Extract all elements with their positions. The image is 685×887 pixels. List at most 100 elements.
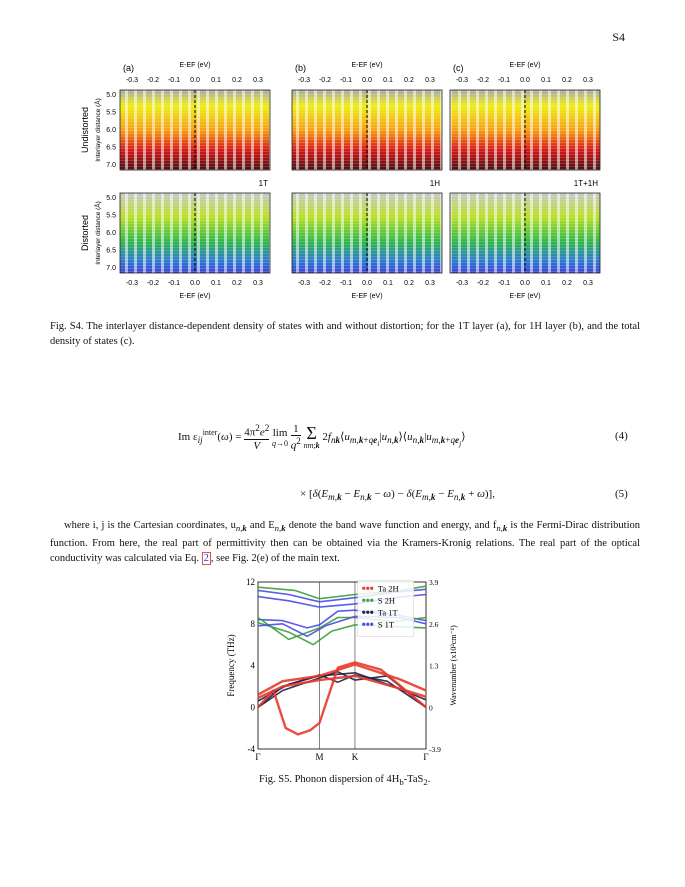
x-tick-label: 0.0 [362, 280, 372, 287]
y-tick-label: 5.5 [106, 110, 116, 117]
x-axis-label-top: E-EF (eV) [179, 62, 210, 69]
y2-tick-label: -3.9 [429, 745, 441, 754]
x-tick-label: -0.1 [168, 280, 180, 287]
x-tick-label: 0.2 [562, 77, 572, 84]
panel-frame [291, 89, 443, 171]
legend-marker [366, 610, 370, 614]
x-tick-label: Γ [255, 752, 260, 762]
x-tick-label: 0.2 [404, 77, 414, 84]
y-tick-label: 6.5 [106, 248, 116, 255]
equation-lhs: Im ε [178, 430, 198, 443]
x-tick-label: 0.2 [232, 280, 242, 287]
x-tick-label: -0.2 [477, 77, 489, 84]
legend-marker [370, 610, 374, 614]
x-tick-label: Γ [423, 752, 428, 762]
legend-label: S 2H [378, 595, 395, 605]
x-tick-label: -0.3 [456, 280, 468, 287]
y-axis-label: Interlayer distance (Å) [93, 201, 102, 265]
panel-tag: 1H [430, 179, 440, 188]
equation-number-4: (4) [615, 430, 628, 442]
x-tick-label: 0.2 [562, 280, 572, 287]
equation-line-2: × [δ(Em,k − En,k − ω) − δ(Em,k − En,k + … [300, 488, 495, 503]
legend-marker [362, 598, 366, 602]
x-axis-label-top: E-EF (eV) [351, 62, 382, 69]
panel-frame [449, 89, 601, 171]
y-axis-label: Interlayer distance (Å) [93, 98, 102, 162]
x-tick-label: 0.0 [190, 280, 200, 287]
x-tick-label: 0.0 [362, 77, 372, 84]
x-tick-label: 0.1 [211, 77, 221, 84]
x-tick-label: -0.1 [340, 280, 352, 287]
y2-axis-label: Wavenumber (x10²cm⁻¹) [449, 625, 458, 706]
y-tick-label: -4 [248, 744, 256, 754]
y-tick-label: 0 [251, 702, 256, 712]
x-tick-label: 0.2 [404, 280, 414, 287]
x-tick-label: -0.1 [168, 77, 180, 84]
x-tick-label: 0.0 [520, 77, 530, 84]
y-tick-label: 5.5 [106, 213, 116, 220]
x-axis-label-bottom: E-EF (eV) [179, 293, 210, 300]
x-tick-label: -0.1 [498, 280, 510, 287]
y-tick-label: 7.0 [106, 265, 116, 272]
plot-frame [257, 581, 427, 750]
panel-tag: 1T [259, 179, 268, 188]
panel-label: (c) [453, 63, 464, 73]
x-tick-label: -0.2 [147, 77, 159, 84]
legend-marker [370, 598, 374, 602]
x-tick-label: 0.1 [541, 77, 551, 84]
x-tick-label: 0.1 [383, 77, 393, 84]
x-tick-label: 0.1 [383, 280, 393, 287]
legend-marker [366, 598, 370, 602]
y-tick-label: 12 [246, 577, 255, 587]
x-tick-label: -0.3 [126, 77, 138, 84]
row-label: Distorted [80, 215, 90, 251]
y2-tick-label: 2.6 [429, 620, 439, 629]
equation-reference-link[interactable]: 2 [201, 552, 211, 566]
legend-marker [362, 622, 366, 626]
x-tick-label: 0.1 [541, 280, 551, 287]
y2-tick-label: 3.9 [429, 578, 439, 587]
panel-frame [449, 192, 601, 274]
x-tick-label: -0.1 [340, 77, 352, 84]
x-tick-label: 0.3 [425, 280, 435, 287]
phonon-band-ta-2h [257, 663, 427, 696]
x-tick-label: -0.2 [477, 280, 489, 287]
x-tick-label: 0.0 [190, 77, 200, 84]
legend-marker [366, 622, 370, 626]
phonon-band-ta-2h [257, 661, 427, 736]
panel-label: (a) [123, 63, 134, 73]
y-tick-label: 8 [251, 619, 256, 629]
x-tick-label: -0.2 [319, 77, 331, 84]
y-tick-label: 6.0 [106, 127, 116, 134]
page-number: S4 [612, 30, 625, 44]
legend-label: Ta 1T [378, 607, 399, 617]
x-tick-label: 0.1 [211, 280, 221, 287]
x-tick-label: -0.1 [498, 77, 510, 84]
panel-frame [119, 192, 271, 274]
x-tick-label: 0.2 [232, 77, 242, 84]
equation-number-5: (5) [615, 488, 628, 500]
legend-marker [370, 622, 374, 626]
fig-s4-caption: Fig. S4. The interlayer distance-depende… [50, 321, 640, 347]
x-axis-label-bottom: E-EF (eV) [509, 293, 540, 300]
legend-label: Ta 2H [378, 583, 399, 593]
x-tick-label: -0.2 [319, 280, 331, 287]
x-tick-label: -0.3 [298, 77, 310, 84]
dos-figure: (a) E-EF (eV) -0.3 -0.3 -0.2 -0.2 -0.1 -0.1 0.0 0… [80, 62, 601, 300]
x-tick-label: 0.3 [253, 280, 263, 287]
y-tick-label: 6.5 [106, 145, 116, 152]
x-tick-label: 0.3 [253, 77, 263, 84]
x-tick-label: -0.2 [147, 280, 159, 287]
x-tick-label: -0.3 [298, 280, 310, 287]
legend-marker [366, 586, 370, 590]
y-tick-label: 5.0 [106, 92, 116, 99]
legend-marker [362, 610, 366, 614]
x-tick-label: 0.3 [583, 77, 593, 84]
panel-tag: 1T+1H [574, 179, 598, 188]
panel-frame [119, 89, 271, 171]
y-axis-label: Frequency (THz) [226, 634, 236, 696]
y-tick-label: 6.0 [106, 230, 116, 237]
x-tick-label: 0.0 [520, 280, 530, 287]
x-axis-label-top: E-EF (eV) [509, 62, 540, 69]
